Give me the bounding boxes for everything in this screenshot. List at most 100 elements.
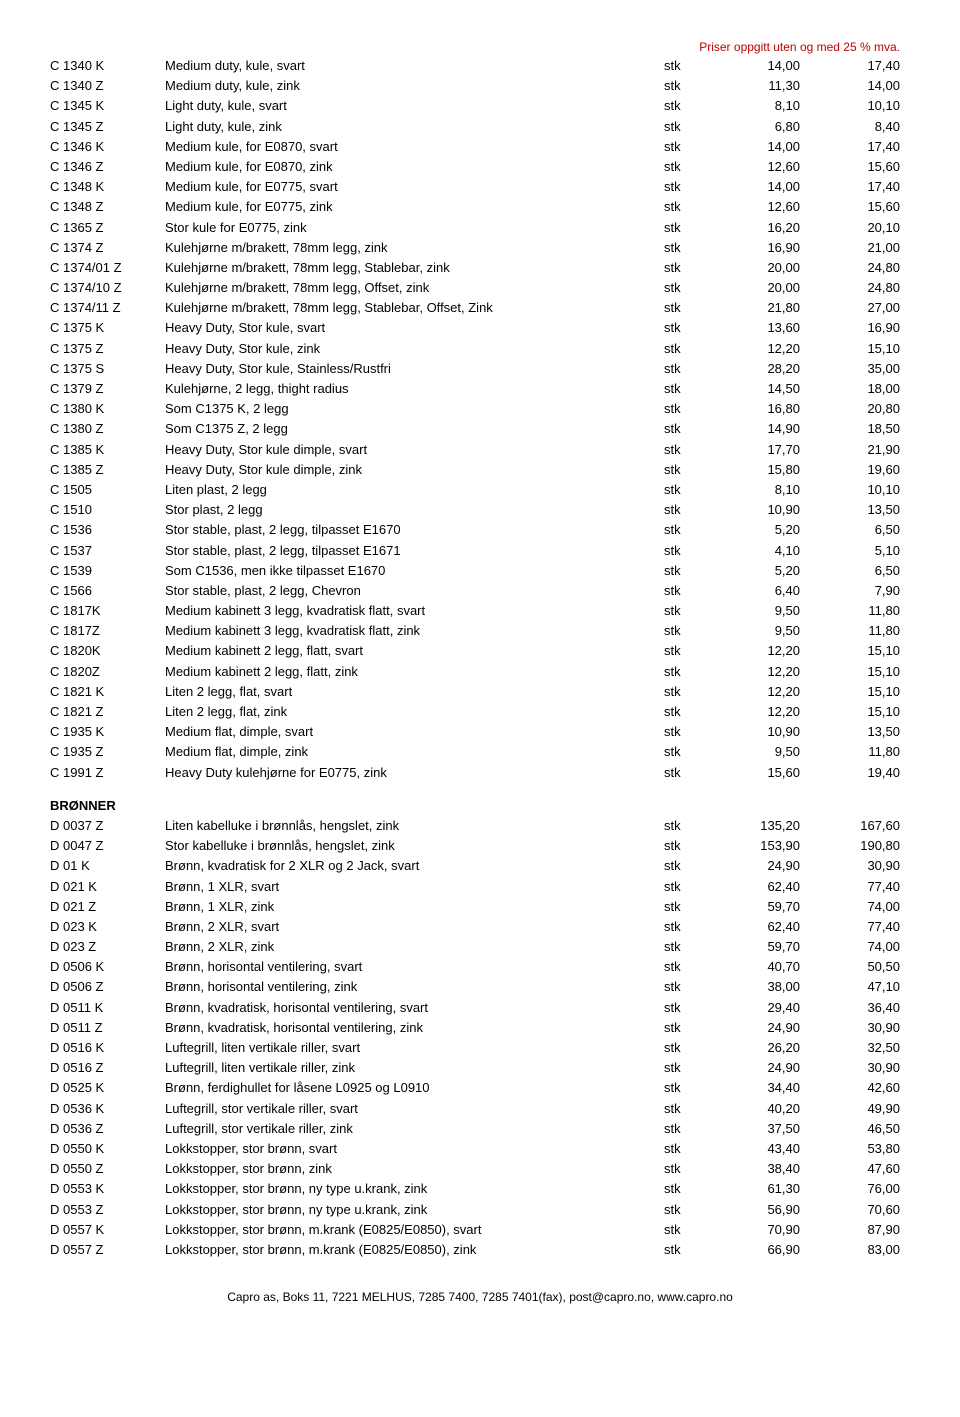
table-row: D 0506 ZBrønn, horisontal ventilering, z…	[50, 977, 910, 997]
cell-code: C 1505	[50, 480, 165, 500]
table-row: C 1821 KLiten 2 legg, flat, svartstk12,2…	[50, 682, 910, 702]
cell-desc: Lokkstopper, stor brønn, m.krank (E0825/…	[165, 1220, 660, 1240]
table-row: C 1340 ZMedium duty, kule, zinkstk11,301…	[50, 76, 910, 96]
cell-unit: stk	[660, 157, 710, 177]
table-row: C 1510Stor plast, 2 leggstk10,9013,50	[50, 500, 910, 520]
cell-price-inc: 18,00	[810, 379, 910, 399]
cell-code: C 1935 Z	[50, 742, 165, 762]
cell-price-ex: 14,00	[710, 137, 810, 157]
cell-unit: stk	[660, 998, 710, 1018]
cell-price-ex: 61,30	[710, 1179, 810, 1199]
cell-price-ex: 16,20	[710, 218, 810, 238]
cell-desc: Brønn, kvadratisk for 2 XLR og 2 Jack, s…	[165, 856, 660, 876]
cell-price-inc: 13,50	[810, 722, 910, 742]
cell-price-inc: 74,00	[810, 897, 910, 917]
cell-desc: Stor stable, plast, 2 legg, tilpasset E1…	[165, 541, 660, 561]
table-row: D 0536 KLuftegrill, stor vertikale rille…	[50, 1099, 910, 1119]
cell-code: D 0536 Z	[50, 1119, 165, 1139]
cell-price-inc: 17,40	[810, 137, 910, 157]
cell-desc: Kulehjørne m/brakett, 78mm legg, Stableb…	[165, 298, 660, 318]
cell-price-ex: 153,90	[710, 836, 810, 856]
cell-unit: stk	[660, 836, 710, 856]
cell-code: D 0516 Z	[50, 1058, 165, 1078]
table-row: C 1374/01 ZKulehjørne m/brakett, 78mm le…	[50, 258, 910, 278]
cell-code: D 0550 Z	[50, 1159, 165, 1179]
cell-unit: stk	[660, 561, 710, 581]
cell-code: C 1820K	[50, 641, 165, 661]
cell-code: C 1991 Z	[50, 763, 165, 783]
table-row: D 0553 ZLokkstopper, stor brønn, ny type…	[50, 1200, 910, 1220]
cell-desc: Som C1375 Z, 2 legg	[165, 419, 660, 439]
cell-price-inc: 47,60	[810, 1159, 910, 1179]
cell-price-ex: 5,20	[710, 520, 810, 540]
cell-code: D 0525 K	[50, 1078, 165, 1098]
cell-unit: stk	[660, 177, 710, 197]
cell-unit: stk	[660, 76, 710, 96]
cell-price-inc: 15,10	[810, 641, 910, 661]
cell-unit: stk	[660, 520, 710, 540]
cell-price-inc: 30,90	[810, 856, 910, 876]
table-row: C 1536Stor stable, plast, 2 legg, tilpas…	[50, 520, 910, 540]
cell-code: C 1817K	[50, 601, 165, 621]
cell-code: D 01 K	[50, 856, 165, 876]
cell-desc: Som C1536, men ikke tilpasset E1670	[165, 561, 660, 581]
table-row: D 023 KBrønn, 2 XLR, svartstk62,4077,40	[50, 917, 910, 937]
cell-desc: Brønn, kvadratisk, horisontal ventilerin…	[165, 1018, 660, 1038]
cell-code: C 1379 Z	[50, 379, 165, 399]
table-row: C 1935 KMedium flat, dimple, svartstk10,…	[50, 722, 910, 742]
table-row: C 1375 SHeavy Duty, Stor kule, Stainless…	[50, 359, 910, 379]
cell-code: C 1385 Z	[50, 460, 165, 480]
cell-price-ex: 29,40	[710, 998, 810, 1018]
cell-unit: stk	[660, 1159, 710, 1179]
cell-unit: stk	[660, 1119, 710, 1139]
table-row: C 1379 ZKulehjørne, 2 legg, thight radiu…	[50, 379, 910, 399]
cell-desc: Lokkstopper, stor brønn, zink	[165, 1159, 660, 1179]
cell-desc: Medium flat, dimple, zink	[165, 742, 660, 762]
cell-code: C 1348 K	[50, 177, 165, 197]
cell-price-inc: 76,00	[810, 1179, 910, 1199]
cell-price-inc: 50,50	[810, 957, 910, 977]
cell-price-ex: 6,40	[710, 581, 810, 601]
cell-price-ex: 20,00	[710, 258, 810, 278]
cell-code: D 0506 Z	[50, 977, 165, 997]
cell-price-inc: 11,80	[810, 621, 910, 641]
cell-price-inc: 70,60	[810, 1200, 910, 1220]
cell-price-ex: 37,50	[710, 1119, 810, 1139]
cell-unit: stk	[660, 662, 710, 682]
cell-code: C 1375 Z	[50, 339, 165, 359]
cell-unit: stk	[660, 56, 710, 76]
table-row: C 1345 ZLight duty, kule, zinkstk6,808,4…	[50, 117, 910, 137]
cell-price-inc: 15,10	[810, 682, 910, 702]
cell-unit: stk	[660, 298, 710, 318]
cell-unit: stk	[660, 419, 710, 439]
table-row: D 0506 KBrønn, horisontal ventilering, s…	[50, 957, 910, 977]
section-heading: BRØNNER	[50, 783, 910, 816]
cell-price-inc: 42,60	[810, 1078, 910, 1098]
cell-price-inc: 8,40	[810, 117, 910, 137]
cell-unit: stk	[660, 977, 710, 997]
table-row: D 0047 ZStor kabelluke i brønnlås, hengs…	[50, 836, 910, 856]
table-row: C 1348 ZMedium kule, for E0775, zinkstk1…	[50, 197, 910, 217]
cell-unit: stk	[660, 541, 710, 561]
cell-code: D 0511 Z	[50, 1018, 165, 1038]
cell-desc: Lokkstopper, stor brønn, svart	[165, 1139, 660, 1159]
cell-price-inc: 21,90	[810, 440, 910, 460]
table-row: D 0550 KLokkstopper, stor brønn, svartst…	[50, 1139, 910, 1159]
cell-price-inc: 19,40	[810, 763, 910, 783]
cell-unit: stk	[660, 1058, 710, 1078]
cell-unit: stk	[660, 897, 710, 917]
cell-code: D 0553 Z	[50, 1200, 165, 1220]
cell-code: C 1935 K	[50, 722, 165, 742]
cell-unit: stk	[660, 500, 710, 520]
table-row: C 1374/11 ZKulehjørne m/brakett, 78mm le…	[50, 298, 910, 318]
cell-price-ex: 28,20	[710, 359, 810, 379]
table-row: D 0516 KLuftegrill, liten vertikale rill…	[50, 1038, 910, 1058]
cell-code: C 1348 Z	[50, 197, 165, 217]
table-row: C 1817ZMedium kabinett 3 legg, kvadratis…	[50, 621, 910, 641]
cell-code: C 1817Z	[50, 621, 165, 641]
cell-code: C 1820Z	[50, 662, 165, 682]
cell-price-inc: 46,50	[810, 1119, 910, 1139]
cell-unit: stk	[660, 682, 710, 702]
cell-price-inc: 36,40	[810, 998, 910, 1018]
cell-price-ex: 8,10	[710, 480, 810, 500]
